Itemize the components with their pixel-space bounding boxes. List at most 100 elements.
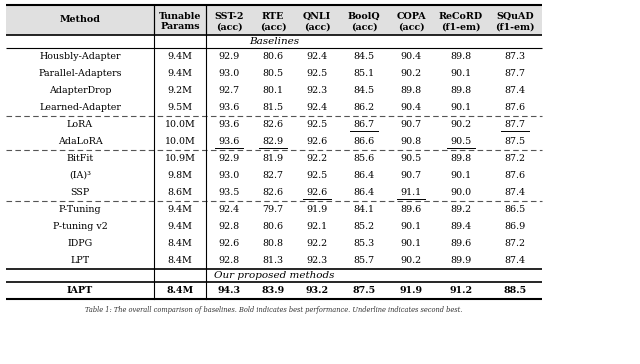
Text: 10.9M: 10.9M: [164, 154, 195, 163]
Text: 85.6: 85.6: [353, 154, 374, 163]
Text: 91.9: 91.9: [399, 286, 422, 295]
Text: 91.1: 91.1: [401, 188, 422, 197]
Text: (acc): (acc): [351, 22, 378, 31]
Text: 93.6: 93.6: [218, 137, 240, 146]
Text: 80.6: 80.6: [262, 222, 284, 231]
Text: 9.4M: 9.4M: [168, 222, 193, 231]
Text: 86.5: 86.5: [504, 205, 525, 214]
Text: Baselines: Baselines: [249, 37, 299, 46]
Text: 90.2: 90.2: [451, 120, 472, 129]
Text: 81.9: 81.9: [262, 154, 284, 163]
Text: 90.1: 90.1: [451, 103, 472, 112]
Text: 82.9: 82.9: [262, 137, 284, 146]
Text: 92.9: 92.9: [218, 52, 239, 61]
Text: 82.7: 82.7: [262, 171, 284, 180]
Text: 87.2: 87.2: [504, 239, 525, 248]
Text: 84.5: 84.5: [353, 86, 374, 95]
Text: 92.2: 92.2: [307, 239, 328, 248]
Text: LPT: LPT: [70, 256, 90, 265]
Text: 89.2: 89.2: [451, 205, 472, 214]
Text: (acc): (acc): [397, 22, 424, 31]
Text: 80.6: 80.6: [262, 52, 284, 61]
Text: 92.4: 92.4: [307, 103, 328, 112]
Text: 89.6: 89.6: [451, 239, 472, 248]
Text: Params: Params: [160, 22, 200, 31]
Text: 92.7: 92.7: [218, 86, 239, 95]
Text: 89.4: 89.4: [451, 222, 472, 231]
Text: 86.4: 86.4: [353, 188, 374, 197]
Text: 86.9: 86.9: [504, 222, 525, 231]
Bar: [6, 5, 542, 35]
Text: (acc): (acc): [304, 22, 330, 31]
Text: 92.6: 92.6: [218, 239, 239, 248]
Text: 92.1: 92.1: [307, 222, 328, 231]
Text: Tunable: Tunable: [159, 12, 201, 21]
Text: SST-2: SST-2: [214, 12, 244, 21]
Text: 9.2M: 9.2M: [168, 86, 193, 95]
Text: 9.4M: 9.4M: [168, 205, 193, 214]
Text: 10.0M: 10.0M: [164, 120, 195, 129]
Text: 92.8: 92.8: [218, 222, 239, 231]
Text: (f1-em): (f1-em): [441, 22, 481, 31]
Text: 9.5M: 9.5M: [168, 103, 193, 112]
Text: 8.4M: 8.4M: [166, 286, 193, 295]
Text: Learned-Adapter: Learned-Adapter: [39, 103, 121, 112]
Text: 94.3: 94.3: [218, 286, 241, 295]
Text: (acc): (acc): [260, 22, 286, 31]
Text: 87.4: 87.4: [504, 86, 525, 95]
Text: SQuAD: SQuAD: [496, 12, 534, 21]
Text: 90.8: 90.8: [401, 137, 422, 146]
Text: IDPG: IDPG: [67, 239, 93, 248]
Text: 90.0: 90.0: [451, 188, 472, 197]
Text: 86.4: 86.4: [353, 171, 374, 180]
Text: LoRA: LoRA: [67, 120, 93, 129]
Text: 90.7: 90.7: [401, 120, 422, 129]
Text: 87.2: 87.2: [504, 154, 525, 163]
Text: 93.0: 93.0: [218, 171, 239, 180]
Text: ReCoRD: ReCoRD: [439, 12, 483, 21]
Text: 90.2: 90.2: [401, 256, 422, 265]
Text: 90.2: 90.2: [401, 69, 422, 78]
Text: 89.8: 89.8: [451, 154, 472, 163]
Text: 89.8: 89.8: [451, 52, 472, 61]
Text: COPA: COPA: [396, 12, 426, 21]
Text: 87.4: 87.4: [504, 256, 525, 265]
Text: 86.7: 86.7: [353, 120, 374, 129]
Text: 89.8: 89.8: [451, 86, 472, 95]
Text: RTE: RTE: [262, 12, 284, 21]
Text: 89.8: 89.8: [401, 86, 422, 95]
Text: 81.5: 81.5: [262, 103, 284, 112]
Text: 9.4M: 9.4M: [168, 69, 193, 78]
Text: 87.4: 87.4: [504, 188, 525, 197]
Text: 92.5: 92.5: [307, 120, 328, 129]
Text: 86.2: 86.2: [353, 103, 374, 112]
Text: 9.4M: 9.4M: [168, 52, 193, 61]
Text: BoolQ: BoolQ: [348, 12, 380, 21]
Text: 90.7: 90.7: [401, 171, 422, 180]
Text: 85.3: 85.3: [353, 239, 374, 248]
Text: Table 1: The overall comparison of baselines. Bold indicates best performance. U: Table 1: The overall comparison of basel…: [85, 306, 463, 314]
Text: 93.2: 93.2: [305, 286, 328, 295]
Text: 89.6: 89.6: [401, 205, 422, 214]
Text: 87.7: 87.7: [504, 120, 525, 129]
Text: 89.9: 89.9: [451, 256, 472, 265]
Text: 92.9: 92.9: [218, 154, 239, 163]
Text: 92.6: 92.6: [307, 188, 328, 197]
Text: Housbly-Adapter: Housbly-Adapter: [39, 52, 121, 61]
Text: 10.0M: 10.0M: [164, 137, 195, 146]
Text: 90.1: 90.1: [401, 239, 422, 248]
Text: 83.9: 83.9: [261, 286, 285, 295]
Text: 80.1: 80.1: [262, 86, 284, 95]
Text: 79.7: 79.7: [262, 205, 284, 214]
Text: P-Tuning: P-Tuning: [59, 205, 101, 214]
Text: 80.8: 80.8: [262, 239, 284, 248]
Text: 9.8M: 9.8M: [168, 171, 193, 180]
Text: 82.6: 82.6: [262, 120, 284, 129]
Text: 93.6: 93.6: [218, 120, 240, 129]
Text: 88.5: 88.5: [504, 286, 527, 295]
Text: 92.5: 92.5: [307, 171, 328, 180]
Text: 87.6: 87.6: [504, 171, 525, 180]
Text: 90.1: 90.1: [401, 222, 422, 231]
Text: 84.5: 84.5: [353, 52, 374, 61]
Text: 91.2: 91.2: [449, 286, 472, 295]
